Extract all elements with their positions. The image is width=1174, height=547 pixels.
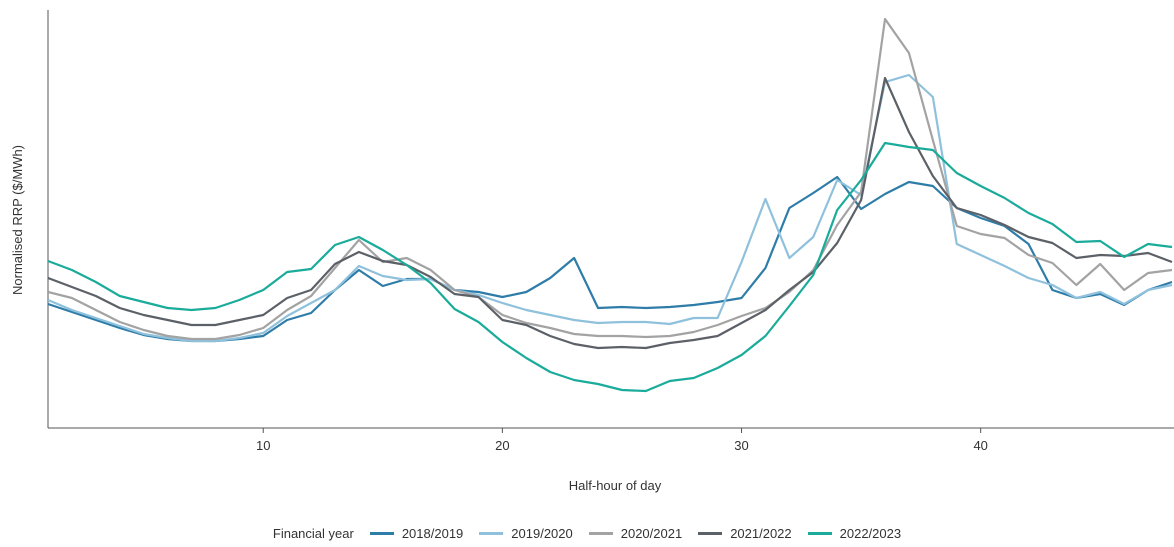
legend-item: 2019/2020 [479, 526, 573, 541]
y-axis-label: Normalised RRP ($/MWh) [10, 145, 25, 295]
series-line [48, 73, 1173, 343]
x-axis-label: Half-hour of day [569, 478, 662, 493]
legend-label: 2020/2021 [620, 526, 683, 541]
legend-label: 2019/2020 [511, 526, 573, 541]
legend-swatch [698, 532, 723, 535]
series-line [48, 76, 1173, 350]
legend-swatch [588, 532, 613, 535]
legend-label: 2018/2019 [401, 526, 464, 541]
legend-item: 2018/2019 [369, 526, 464, 541]
series-line [48, 175, 1173, 343]
legend-item: 2021/2022 [698, 526, 792, 541]
legend-title: Financial year [272, 526, 354, 541]
legend-item: 2020/2021 [588, 526, 683, 541]
legend-swatch [479, 532, 504, 535]
legend-item: 2022/2023 [807, 526, 902, 541]
legend-label: 2021/2022 [730, 526, 792, 541]
legend-swatch [807, 532, 832, 535]
legend-swatch [369, 532, 394, 535]
legend: Financial year 2018/2019 2019/2020 2020/20… [0, 526, 1174, 541]
x-tick-label: 30 [734, 438, 748, 453]
plot-area [48, 17, 1173, 393]
series-line [48, 17, 1173, 341]
series-line [48, 141, 1173, 393]
x-tick-label: 20 [495, 438, 509, 453]
legend-label: 2022/2023 [839, 526, 902, 541]
x-tick-label: 10 [256, 438, 270, 453]
chart: Normalised RRP ($/MWh) Half-hour of day … [10, 10, 1174, 493]
x-tick-label: 40 [973, 438, 987, 453]
